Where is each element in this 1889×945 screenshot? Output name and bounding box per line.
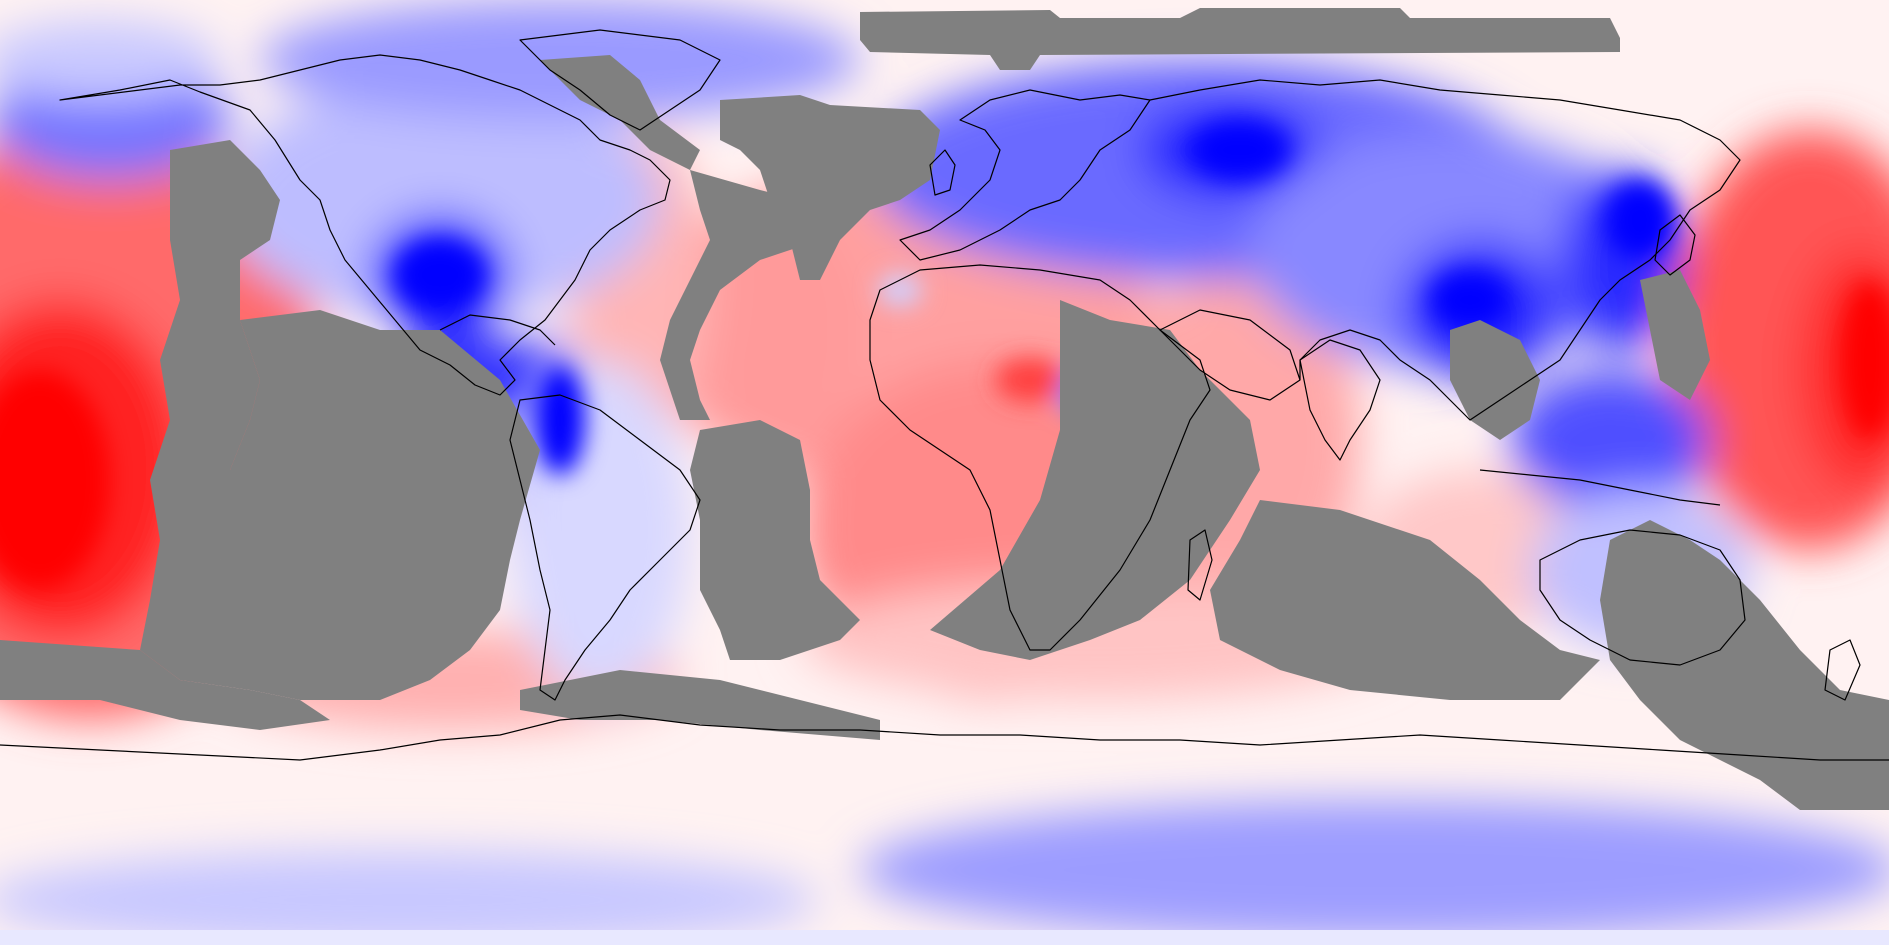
coastlines bbox=[0, 29, 1889, 761]
coast-indonesia bbox=[1479, 469, 1721, 506]
mask-greenland-sea bbox=[540, 55, 700, 170]
coast-madagascar bbox=[1187, 529, 1213, 601]
coast-australia bbox=[1539, 529, 1746, 666]
mask-western-pacific-island bbox=[1640, 270, 1710, 400]
field-bottom-edge bbox=[0, 930, 1889, 945]
coast-japan bbox=[1654, 214, 1696, 276]
mask-south-atlantic bbox=[690, 420, 860, 660]
coast-india bbox=[1299, 339, 1381, 461]
mask-far-west-edge bbox=[0, 640, 330, 730]
mask-west-pacific bbox=[150, 140, 280, 640]
mask-antarctic-ridge bbox=[520, 670, 880, 740]
coast-europe bbox=[899, 89, 1151, 261]
anomaly-cores bbox=[0, 120, 1889, 590]
coast-antarctica bbox=[0, 714, 1889, 761]
mask-south-pacific bbox=[140, 310, 540, 700]
mask-north-atlantic-west bbox=[720, 95, 940, 280]
masked-regions bbox=[0, 8, 1889, 810]
coast-north-america bbox=[59, 54, 671, 396]
coast-south-america bbox=[509, 394, 701, 701]
mask-south-china bbox=[1450, 320, 1540, 440]
coast-new-zealand bbox=[1824, 639, 1861, 701]
coast-greenland bbox=[519, 29, 721, 131]
coast-uk bbox=[929, 149, 956, 196]
mask-atlantic-ridge bbox=[660, 170, 820, 420]
mask-north-pacific-arctic bbox=[860, 8, 1620, 70]
mask-east-pacific-south bbox=[1600, 520, 1889, 810]
coast-africa bbox=[869, 264, 1211, 651]
mask-indian-west bbox=[930, 300, 1260, 660]
coast-gulf-mexico bbox=[439, 314, 556, 346]
coast-asia bbox=[1149, 79, 1741, 421]
mask-indian-east bbox=[1210, 500, 1600, 700]
